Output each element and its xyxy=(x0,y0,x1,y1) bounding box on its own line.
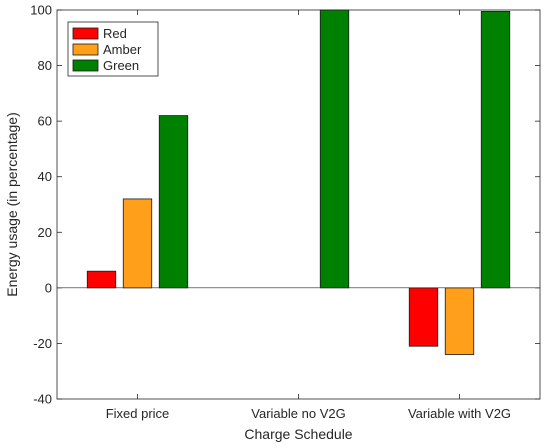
bar-green-1 xyxy=(158,115,189,289)
x-tick-label: Variable no V2G xyxy=(251,406,345,421)
y-axis-label: Energy usage (in percentage) xyxy=(4,112,20,296)
legend-label-amber: Amber xyxy=(103,42,142,57)
bar-amber-1 xyxy=(122,198,153,289)
x-axis: Fixed price Variable no V2G Variable with … xyxy=(106,10,511,421)
y-tick-label: 40 xyxy=(38,169,52,184)
x-tick-label: Fixed price xyxy=(106,406,170,421)
y-tick-label: 100 xyxy=(30,3,52,18)
bar-green-2 xyxy=(319,9,350,289)
y-tick-label: -40 xyxy=(33,392,52,407)
bar-red-3 xyxy=(408,287,439,347)
y-tick-label: 0 xyxy=(45,280,52,295)
legend-swatch-red xyxy=(72,27,99,40)
x-tick-label: Variable with V2G xyxy=(408,406,511,421)
legend-swatch-green xyxy=(72,59,99,72)
bar-amber-3 xyxy=(444,287,475,355)
legend-swatch-amber xyxy=(72,43,99,56)
y-axis: -40 -20 0 20 40 60 80 100 xyxy=(30,3,540,407)
y-tick-label: 80 xyxy=(38,58,52,73)
bar-red-1 xyxy=(86,270,117,289)
y-tick-label: 60 xyxy=(38,114,52,129)
x-axis-label: Charge Schedule xyxy=(244,426,352,442)
legend-label-green: Green xyxy=(103,58,139,73)
bar-green-3 xyxy=(480,10,511,289)
y-tick-label: -20 xyxy=(33,336,52,351)
y-tick-label: 20 xyxy=(38,225,52,240)
legend-label-red: Red xyxy=(103,26,127,41)
